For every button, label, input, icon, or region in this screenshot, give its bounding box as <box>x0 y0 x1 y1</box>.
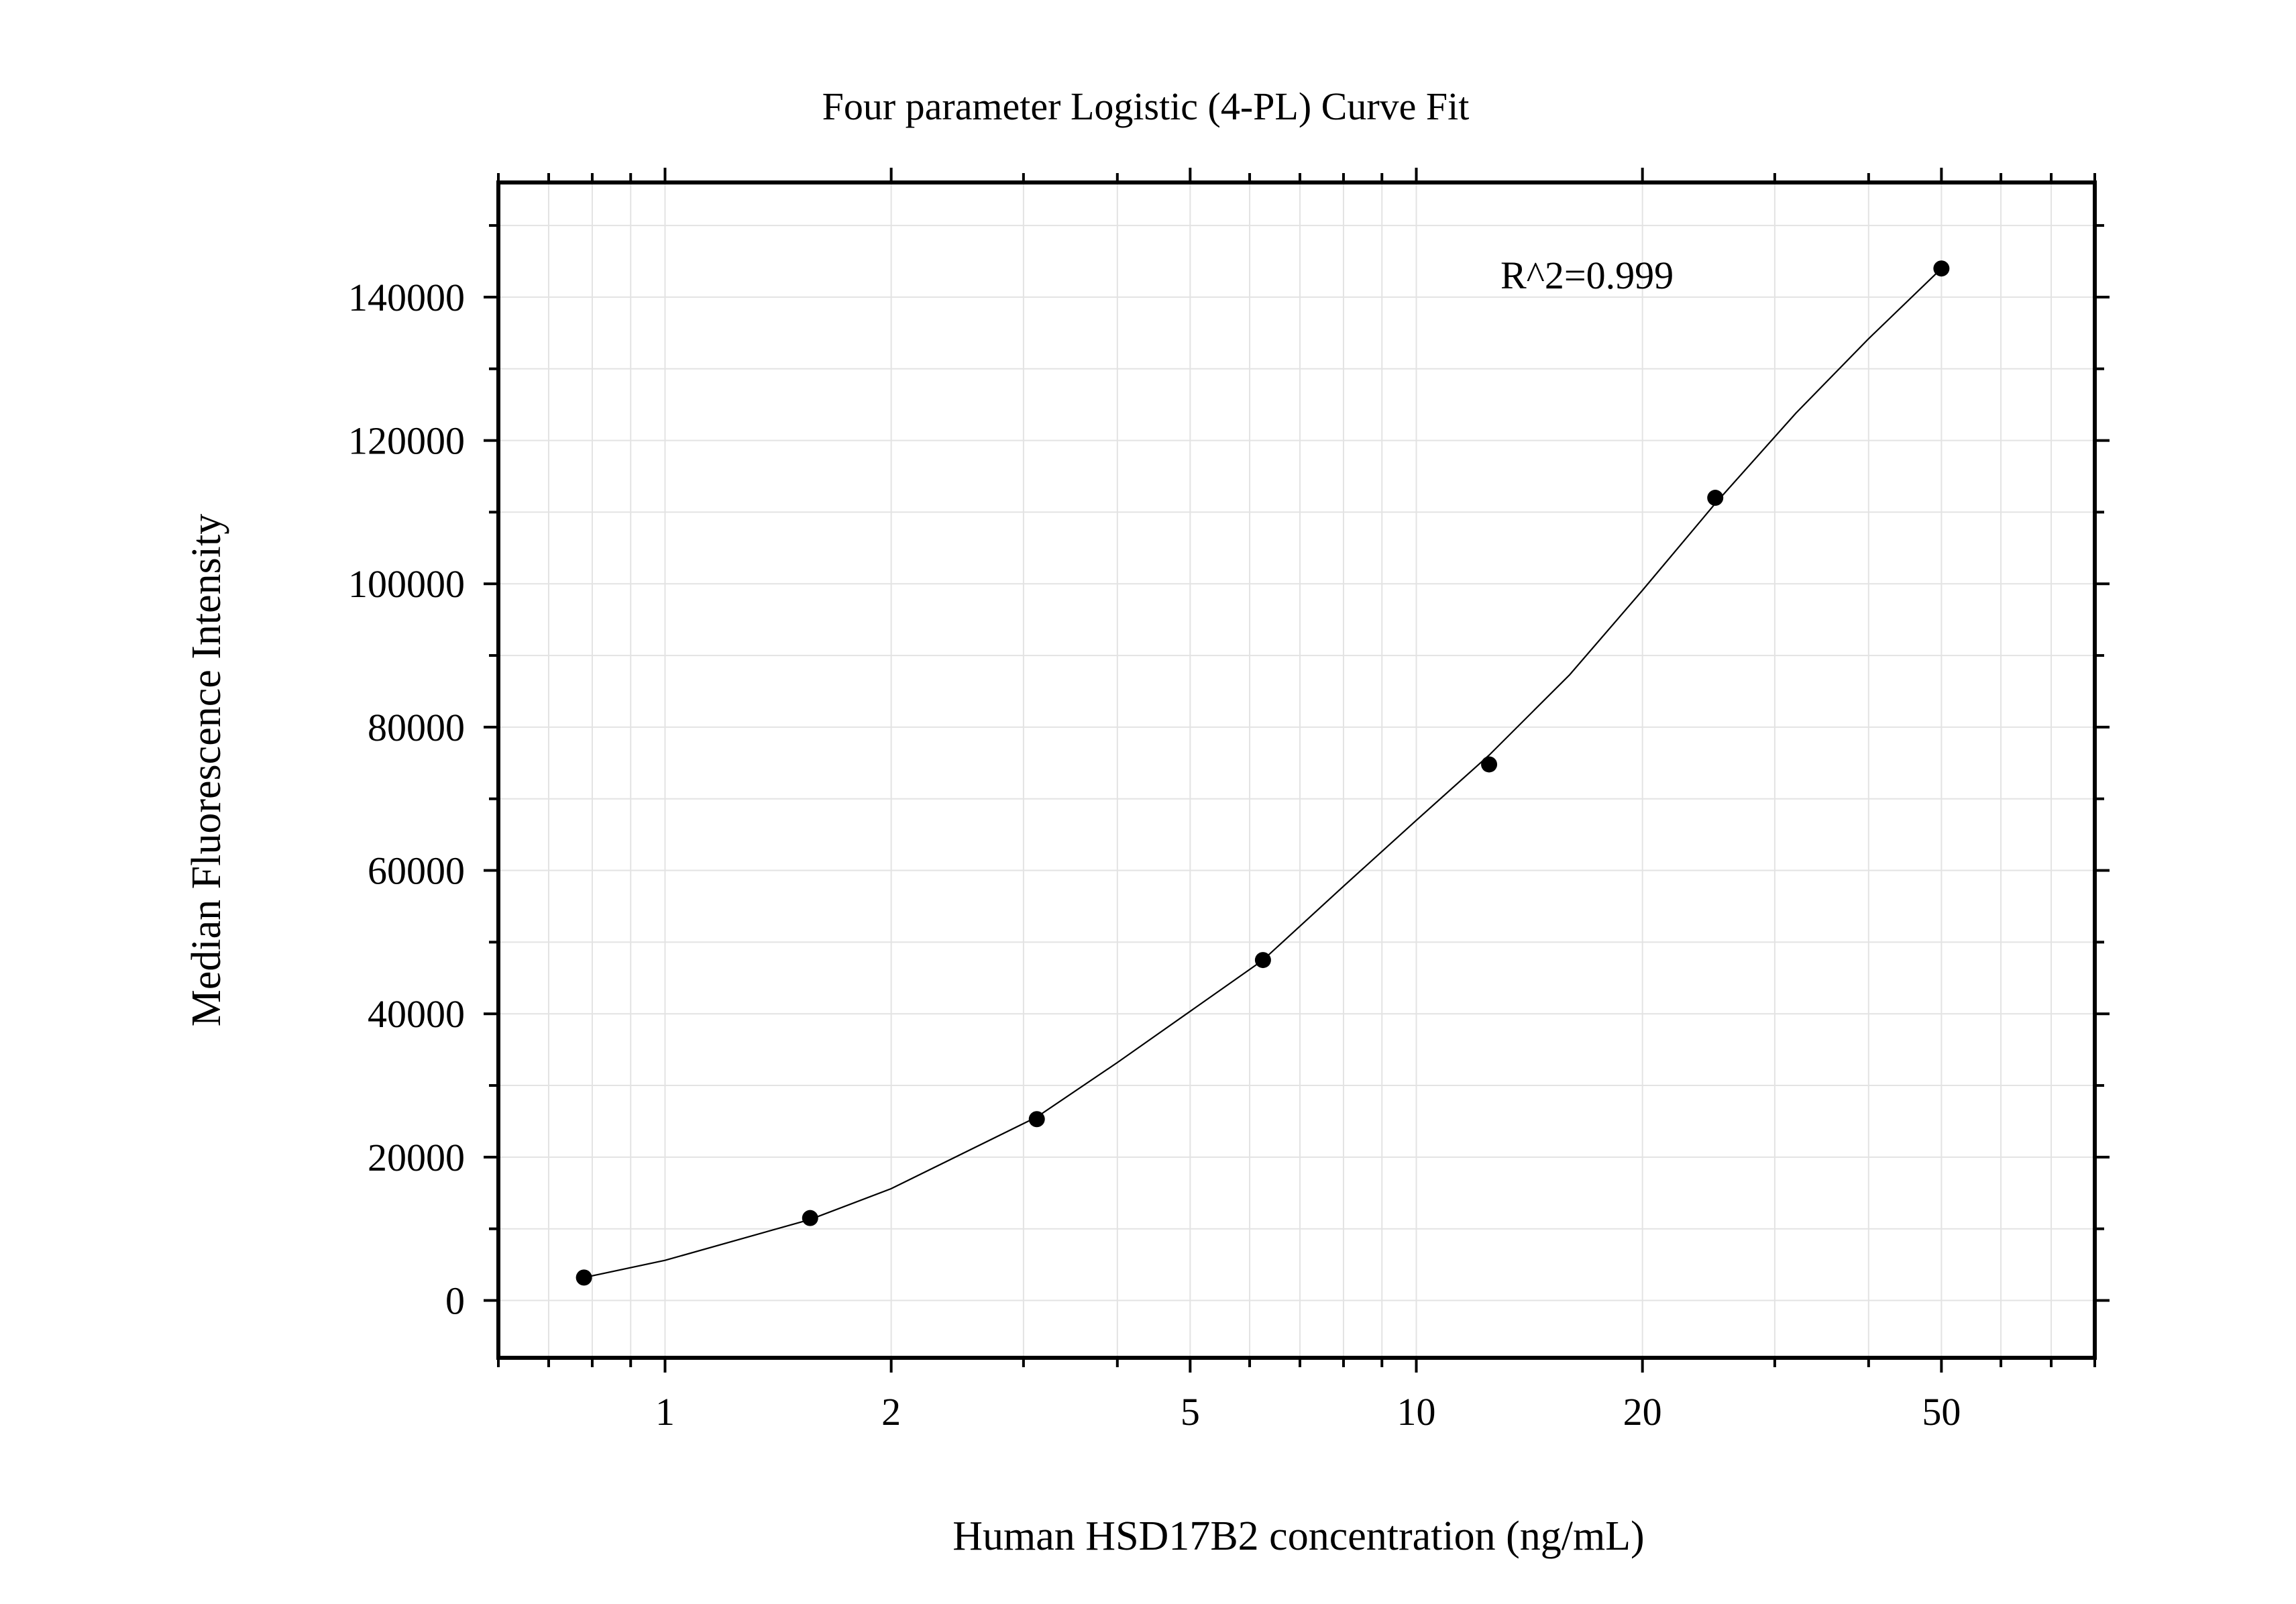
x-tick-label: 10 <box>1397 1390 1436 1434</box>
y-tick-labels: 0 20000 40000 60000 80000 100000 120000 140000 <box>348 276 465 1323</box>
x-tick-label: 2 <box>881 1390 901 1434</box>
data-points <box>576 260 1950 1286</box>
axis-ticks <box>484 168 2110 1373</box>
y-tick-label: 40000 <box>368 992 465 1036</box>
y-tick-label: 20000 <box>368 1136 465 1179</box>
y-tick-label: 120000 <box>348 419 465 463</box>
data-point <box>576 1269 592 1286</box>
data-point <box>1707 490 1724 506</box>
x-tick-label: 5 <box>1181 1390 1200 1434</box>
y-axis-label: Median Fluorescence Intensity <box>184 514 229 1026</box>
gridlines <box>498 182 2095 1358</box>
fit-curve <box>584 268 1943 1279</box>
x-tick-label: 20 <box>1623 1390 1662 1434</box>
data-point <box>1254 952 1271 969</box>
y-tick-label: 0 <box>445 1279 465 1323</box>
r-squared-annotation: R^2=0.999 <box>1500 254 1674 297</box>
x-tick-label: 1 <box>655 1390 675 1434</box>
data-point <box>1028 1111 1045 1128</box>
fit-curve-layer <box>584 268 1943 1279</box>
x-tick-labels: 1 2 5 10 20 50 <box>655 1390 1961 1434</box>
chart-title: Four parameter Logistic (4-PL) Curve Fit <box>822 85 1470 128</box>
data-point <box>802 1210 818 1226</box>
plot-frame <box>496 180 2097 1360</box>
x-tick-label: 50 <box>1922 1390 1961 1434</box>
y-tick-label: 60000 <box>368 849 465 893</box>
y-tick-label: 140000 <box>348 276 465 319</box>
data-point <box>1481 756 1498 773</box>
data-point <box>1933 260 1950 277</box>
y-tick-label: 80000 <box>368 706 465 749</box>
x-axis-label: Human HSD17B2 concentration (ng/mL) <box>952 1513 1644 1559</box>
y-tick-label: 100000 <box>348 562 465 606</box>
